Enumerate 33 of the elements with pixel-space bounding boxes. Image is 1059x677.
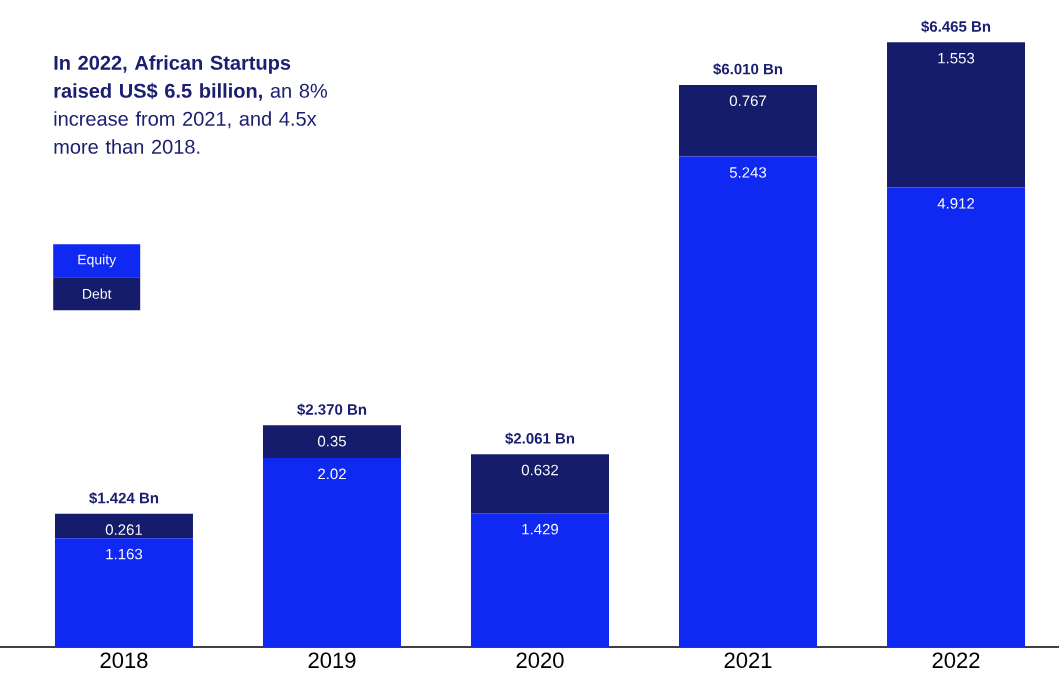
data-label: 0.767 [729,95,767,107]
total-label: $1.424 Bn [89,492,159,505]
data-label: 1.429 [522,523,559,535]
x-tick-label: 2020 [516,652,564,669]
bar [887,42,1026,188]
total-label: $6.465 Bn [921,20,991,33]
bar [679,156,818,647]
text: Debt [83,288,112,299]
bar [262,458,401,647]
bar [471,454,609,514]
data-label: 1.553 [938,52,975,64]
text: Equity [78,254,117,268]
data-label: 4.912 [937,198,975,209]
x-tick-label: 2021 [724,652,772,669]
bar [887,187,1026,647]
x-tick-label: 2022 [932,652,980,669]
text: In 2022, African Startups raised US$ 6.5 billion, an 8% increase from 2021, and 4.5x more than 2018. [54,55,328,154]
bar [54,538,193,647]
total-label: $2.061 Bn [505,432,575,445]
x-tick-label: 2019 [308,652,356,669]
data-label: 2.02 [318,468,346,480]
total-label: $2.370 Bn [297,403,367,416]
total-label: $6.010 Bn [713,63,783,76]
data-label: 0.261 [105,524,142,535]
bar [679,84,818,157]
data-label: 0.35 [317,435,346,447]
data-label: 5.243 [729,167,767,178]
bar [471,513,609,647]
bar [54,513,193,539]
bar [262,425,401,459]
x-tick-label: 2018 [100,652,148,669]
data-label: 0.632 [521,464,559,476]
data-label: 1.163 [106,548,143,560]
